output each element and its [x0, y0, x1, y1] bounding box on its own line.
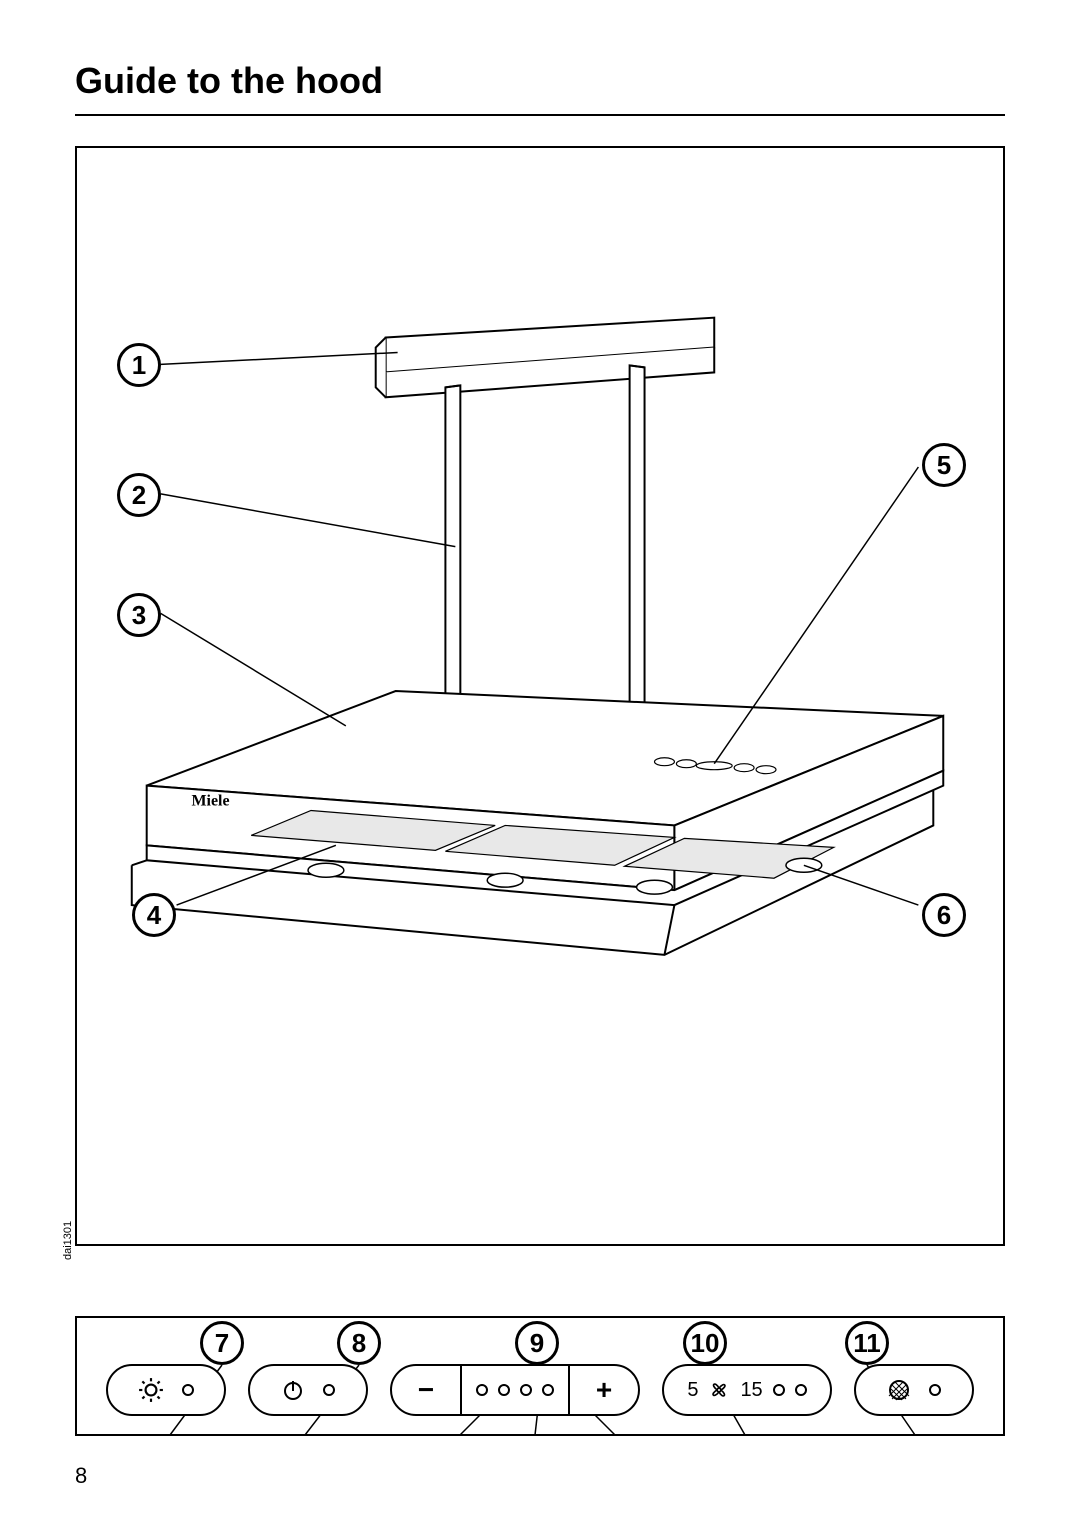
- fan-level-indicator: [460, 1364, 570, 1416]
- level-dot-icon: [542, 1384, 554, 1396]
- control-panel-frame: − + 5: [75, 1316, 1005, 1436]
- power-indicator-icon: [323, 1384, 335, 1396]
- control-panel-row: − + 5: [77, 1364, 1003, 1416]
- light-icon: [138, 1377, 164, 1403]
- page: Guide to the hood: [0, 0, 1080, 1529]
- grease-filter-icon: [887, 1378, 911, 1402]
- callout-3: 3: [117, 593, 161, 637]
- callout-5: 5: [922, 443, 966, 487]
- callout-6: 6: [922, 893, 966, 937]
- grease-indicator-icon: [929, 1384, 941, 1396]
- light-button[interactable]: [106, 1364, 226, 1416]
- hood-illustration: Miele: [77, 148, 1003, 1244]
- page-title: Guide to the hood: [75, 60, 1005, 102]
- main-diagram-frame: Miele: [75, 146, 1005, 1246]
- fan-level-control[interactable]: − +: [390, 1364, 640, 1416]
- light-indicator-icon: [182, 1384, 194, 1396]
- level-dot-icon: [498, 1384, 510, 1396]
- callout-2: 2: [117, 473, 161, 517]
- brand-label: Miele: [192, 793, 230, 810]
- grease-filter-button[interactable]: [854, 1364, 974, 1416]
- page-number: 8: [75, 1463, 87, 1489]
- title-rule: [75, 114, 1005, 116]
- callout-4: 4: [132, 893, 176, 937]
- timer-15-label: 15: [740, 1379, 762, 1402]
- callout-1: 1: [117, 343, 161, 387]
- level-dot-icon: [520, 1384, 532, 1396]
- drawing-code: dai1301: [62, 1221, 74, 1260]
- power-icon: [281, 1378, 305, 1402]
- fan-icon: [708, 1379, 730, 1401]
- timer-indicator-icon: [795, 1384, 807, 1396]
- fan-minus-button[interactable]: −: [392, 1374, 460, 1406]
- timer-indicator-icon: [773, 1384, 785, 1396]
- fan-plus-button[interactable]: +: [570, 1374, 638, 1406]
- power-button[interactable]: [248, 1364, 368, 1416]
- timer-button[interactable]: 5 15: [662, 1364, 832, 1416]
- level-dot-icon: [476, 1384, 488, 1396]
- timer-5-label: 5: [687, 1379, 698, 1402]
